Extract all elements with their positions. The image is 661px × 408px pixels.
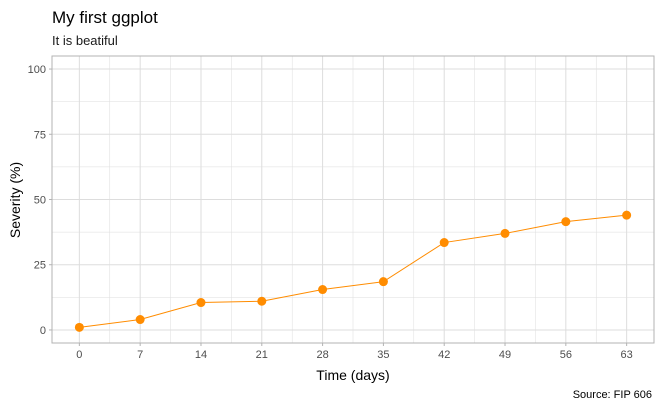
x-tick-label: 63	[621, 349, 633, 361]
data-point	[439, 238, 449, 248]
chart-title: My first ggplot	[52, 8, 158, 27]
data-point	[135, 315, 145, 325]
data-point	[196, 298, 206, 308]
x-tick-label: 14	[195, 349, 207, 361]
data-point	[257, 296, 267, 306]
data-point	[318, 285, 328, 295]
x-tick-label: 28	[316, 349, 328, 361]
x-tick-label: 49	[499, 349, 511, 361]
chart-caption: Source: FIP 606	[573, 389, 652, 401]
y-axis: 0 25 50 75 100	[28, 64, 52, 337]
x-tick-label: 56	[560, 349, 572, 361]
x-tick-label: 0	[76, 349, 82, 361]
x-tick-label: 42	[438, 349, 450, 361]
grid-layer	[52, 56, 654, 343]
y-tick-label: 75	[34, 129, 46, 141]
x-tick-label: 35	[377, 349, 389, 361]
data-point	[74, 322, 84, 332]
x-axis-title: Time (days)	[316, 367, 389, 383]
data-point	[500, 228, 510, 238]
series-layer	[74, 210, 632, 332]
chart-subtitle: It is beatiful	[52, 33, 118, 48]
x-tick-label: 21	[256, 349, 268, 361]
x-tick-label: 7	[137, 349, 143, 361]
data-point	[561, 217, 571, 227]
y-tick-label: 50	[34, 195, 46, 207]
x-axis: 0 7 14 21 28 35 42 49 56 63	[76, 343, 633, 361]
y-tick-label: 0	[40, 325, 46, 337]
series-line	[79, 214, 627, 328]
y-axis-title: Severity (%)	[7, 162, 23, 238]
data-point	[378, 277, 388, 287]
y-tick-label: 100	[28, 64, 46, 76]
y-tick-label: 25	[34, 260, 46, 272]
data-point	[622, 210, 632, 220]
